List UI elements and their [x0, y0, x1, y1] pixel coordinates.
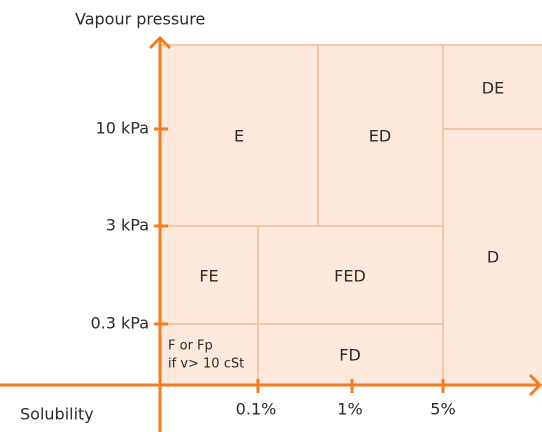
region-ed — [317, 44, 444, 227]
region-f — [159, 323, 259, 386]
region-fd — [257, 323, 444, 386]
region-label: ED — [369, 127, 391, 146]
region-label: FD — [339, 346, 361, 365]
region-fed — [257, 225, 444, 325]
region-label: DE — [482, 79, 504, 98]
region-label: E — [234, 127, 244, 146]
x-tick-label: 0.1% — [236, 400, 277, 419]
y-tick-label: 10 kPa — [96, 119, 149, 138]
region-label: FED — [334, 267, 366, 286]
region-label: D — [487, 248, 499, 267]
x-axis-arrow — [528, 373, 542, 397]
region-label: F or Fp — [168, 339, 213, 354]
region-label: if v> 10 cSt — [168, 357, 244, 372]
y-tick-label: 0.3 kPa — [90, 314, 149, 333]
region-label: FE — [199, 267, 218, 286]
y-axis-title: Vapour pressure — [75, 10, 205, 29]
x-tick-label: 5% — [430, 400, 455, 419]
x-tick-label: 1% — [337, 400, 362, 419]
y-axis-arrow — [148, 35, 172, 50]
y-tick-label: 3 kPa — [106, 216, 149, 235]
region-e — [159, 44, 319, 227]
x-axis-title: Solubility — [20, 405, 94, 424]
